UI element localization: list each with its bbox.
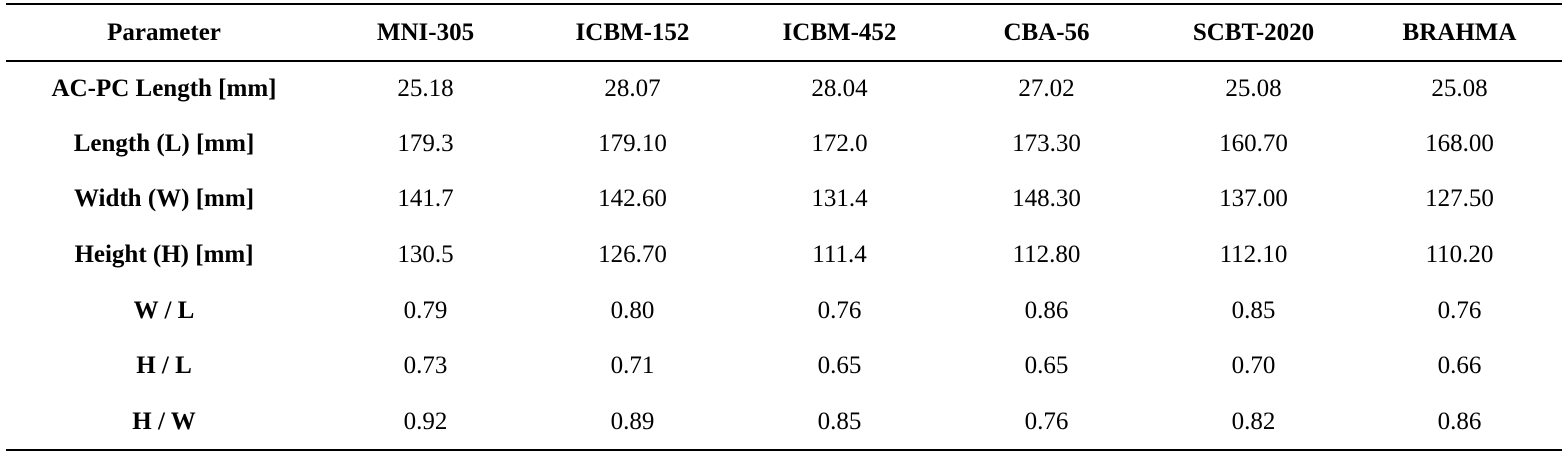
table-cell: 131.4 [811,185,868,213]
table-cell: 179.3 [397,129,454,157]
header-cell-icbm-152: ICBM-152 [575,18,690,46]
table-row: Width (W) [mm] 141.7 142.60 131.4 148.30… [6,171,1562,227]
table-cell: 27.02 [1018,75,1075,103]
table-cell: 111.4 [812,240,867,268]
table-cell: 25.18 [397,75,454,103]
table-row: Height (H) [mm] 130.5 126.70 111.4 112.8… [6,227,1562,283]
table-cell: 168.00 [1425,129,1494,157]
header-cell-parameter: Parameter [107,18,221,46]
header-cell-scbt-2020: SCBT-2020 [1192,18,1315,46]
table-cell: 172.0 [811,129,868,157]
table-cell: 0.89 [610,407,655,435]
top-rule [6,3,1562,5]
table-cell: 0.80 [610,296,655,324]
row-label: H / W [132,407,196,435]
row-label: H / L [136,352,192,380]
header-cell-mni-305: MNI-305 [376,18,475,46]
table-cell: 0.85 [817,407,862,435]
table-cell: 112.80 [1012,240,1081,268]
table-cell: 0.70 [1231,352,1276,380]
row-label: Width (W) [mm] [73,185,255,213]
table-row: H / L 0.73 0.71 0.65 0.65 0.70 0.66 [6,338,1562,394]
header-cell-cba-56: CBA-56 [1003,18,1090,46]
table-cell: 0.65 [1024,352,1069,380]
table-cell: 0.92 [403,407,448,435]
header-cell-brahma: BRAHMA [1402,18,1517,46]
table-cell: 25.08 [1225,75,1282,103]
table-row: AC-PC Length [mm] 25.18 28.07 28.04 27.0… [6,60,1562,116]
table-cell: 137.00 [1219,185,1288,213]
table-cell: 141.7 [397,185,454,213]
table-row: Length (L) [mm] 179.3 179.10 172.0 173.3… [6,116,1562,172]
table-cell: 0.79 [403,296,448,324]
table-row: W / L 0.79 0.80 0.76 0.86 0.85 0.76 [6,283,1562,339]
table-cell: 148.30 [1012,185,1081,213]
table-cell: 173.30 [1012,129,1081,157]
table-cell: 0.82 [1231,407,1276,435]
table-row: H / W 0.92 0.89 0.85 0.76 0.82 0.86 [6,394,1562,450]
table-cell: 0.85 [1231,296,1276,324]
table-cell: 28.07 [604,75,661,103]
header-rule [6,60,1562,62]
comparison-table-container: Parameter MNI-305 ICBM-152 ICBM-452 CBA-… [6,0,1562,451]
table-cell: 0.66 [1437,352,1482,380]
row-label: Length (L) [mm] [73,129,255,157]
table-cell: 0.76 [1437,296,1482,324]
row-label: W / L [133,296,195,324]
table-cell: 160.70 [1219,129,1288,157]
table-cell: 127.50 [1425,185,1494,213]
table-cell: 142.60 [598,185,667,213]
template-comparison-table: Parameter MNI-305 ICBM-152 ICBM-452 CBA-… [6,5,1562,450]
bottom-rule [6,449,1562,451]
row-label: Height (H) [mm] [74,240,254,268]
table-cell: 0.76 [1024,407,1069,435]
table-cell: 0.65 [817,352,862,380]
table-cell: 126.70 [598,240,667,268]
table-cell: 0.71 [610,352,655,380]
table-cell: 130.5 [397,240,454,268]
table-cell: 179.10 [598,129,667,157]
row-label: AC-PC Length [mm] [51,75,277,103]
table-cell: 0.86 [1024,296,1069,324]
table-cell: 112.10 [1219,240,1288,268]
table-cell: 0.76 [817,296,862,324]
table-cell: 28.04 [811,75,868,103]
table-cell: 0.86 [1437,407,1482,435]
table-cell: 110.20 [1425,240,1494,268]
table-cell: 25.08 [1431,75,1488,103]
header-row: Parameter MNI-305 ICBM-152 ICBM-452 CBA-… [6,5,1562,60]
table-cell: 0.73 [403,352,448,380]
header-cell-icbm-452: ICBM-452 [782,18,897,46]
